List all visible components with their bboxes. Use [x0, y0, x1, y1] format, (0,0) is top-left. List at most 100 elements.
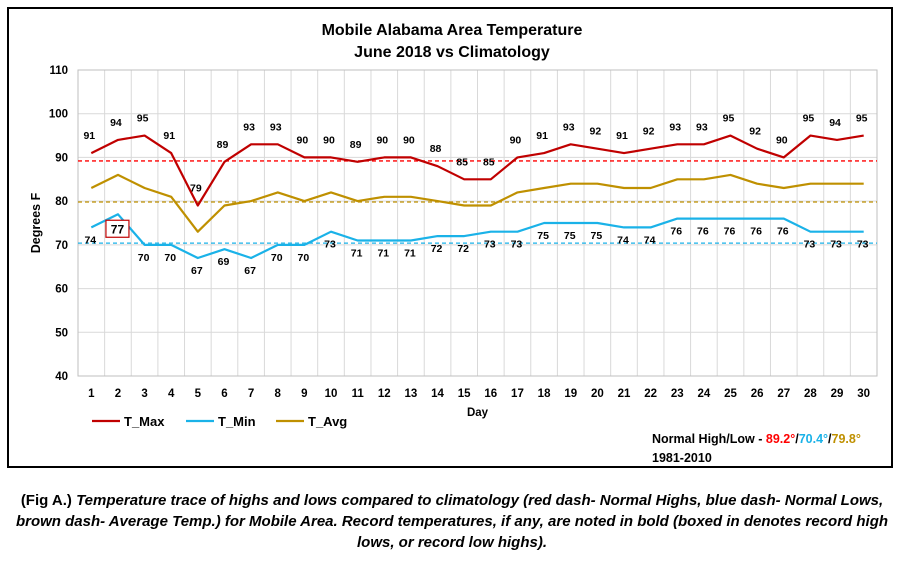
y-tick-label: 110 — [49, 65, 68, 77]
data-label: 91 — [83, 130, 95, 142]
y-tick-label: 40 — [55, 371, 68, 383]
x-tick-label: 10 — [325, 388, 338, 400]
data-label: 90 — [376, 134, 388, 146]
data-label: 79 — [190, 183, 202, 195]
normals-sep-1: / — [795, 432, 799, 446]
x-tick-label: 28 — [804, 388, 817, 400]
data-label: 70 — [271, 252, 283, 264]
figure-caption: (Fig A.) Temperature trace of highs and … — [0, 490, 904, 553]
data-label: 69 — [218, 256, 230, 268]
caption-body: Temperature trace of highs and lows comp… — [15, 492, 889, 551]
x-tick-label: 8 — [275, 388, 282, 400]
chart-title: Mobile Alabama Area Temperature — [321, 22, 583, 39]
data-label: 91 — [536, 130, 548, 142]
data-label: 67 — [191, 265, 203, 277]
data-label: 73 — [324, 239, 336, 251]
normals-period: 1981-2010 — [652, 451, 712, 465]
data-label: 95 — [856, 113, 868, 125]
data-label: 74 — [644, 234, 656, 246]
data-label: 91 — [616, 130, 628, 142]
normal-low-value: 70.4° — [798, 432, 829, 446]
x-tick-label: 22 — [644, 388, 657, 400]
data-label: 76 — [697, 226, 709, 238]
data-label: 75 — [564, 230, 576, 242]
x-tick-label: 5 — [195, 388, 202, 400]
y-axis-title: Degrees F — [29, 192, 43, 253]
data-label: 89 — [217, 139, 229, 151]
data-label: 95 — [803, 113, 815, 125]
data-label: 92 — [590, 126, 602, 138]
data-label: 75 — [537, 230, 549, 242]
data-label: 90 — [323, 134, 335, 146]
data-label: 71 — [377, 247, 389, 259]
x-tick-label: 15 — [458, 388, 471, 400]
data-label: 72 — [457, 243, 469, 255]
data-label: 73 — [830, 239, 842, 251]
data-label: 93 — [563, 121, 575, 133]
record-box — [105, 219, 130, 238]
series-line — [90, 134, 864, 207]
data-label: 70 — [138, 252, 150, 264]
data-label: 72 — [431, 243, 443, 255]
x-tick-label: 21 — [618, 388, 631, 400]
chart-frame — [7, 7, 893, 468]
x-tick-label: 26 — [751, 388, 764, 400]
data-label: 73 — [804, 239, 816, 251]
y-tick-label: 60 — [55, 284, 68, 296]
x-tick-label: 17 — [511, 388, 524, 400]
data-label: 92 — [643, 126, 655, 138]
x-tick-label: 7 — [248, 388, 254, 400]
data-label: 74 — [617, 234, 629, 246]
plot-area — [77, 69, 878, 377]
data-label: 76 — [670, 226, 682, 238]
data-label: 95 — [137, 113, 149, 125]
data-label: 67 — [244, 265, 256, 277]
chart-subtitle: June 2018 vs Climatology — [354, 44, 550, 61]
data-label: 71 — [351, 247, 363, 259]
x-tick-label: 16 — [484, 388, 497, 400]
data-label: 95 — [723, 113, 735, 125]
normals-text: Normal High/Low - 89.2°/70.4°/79.8° — [652, 432, 861, 446]
x-tick-label: 27 — [777, 388, 790, 400]
x-tick-label: 18 — [538, 388, 551, 400]
x-tick-label: 24 — [697, 388, 710, 400]
x-tick-label: 19 — [564, 388, 577, 400]
data-label: 90 — [776, 134, 788, 146]
data-label: 92 — [749, 126, 761, 138]
data-label: 75 — [591, 230, 603, 242]
normals-sep-2: / — [828, 432, 832, 446]
data-label: 85 — [483, 156, 495, 168]
y-tick-label: 100 — [49, 109, 68, 121]
y-tick-label: 80 — [55, 196, 68, 208]
series-line — [90, 173, 864, 233]
normal-avg-value: 79.8° — [831, 432, 861, 446]
y-tick-label: 70 — [55, 240, 68, 252]
x-tick-label: 12 — [378, 388, 391, 400]
data-label: 90 — [297, 134, 309, 146]
legend-label: T_Max — [124, 414, 165, 429]
x-tick-label: 9 — [301, 388, 307, 400]
data-label: 93 — [270, 121, 282, 133]
data-label: 70 — [164, 252, 176, 264]
normals-prefix: Normal High/Low - — [652, 432, 766, 446]
x-tick-label: 25 — [724, 388, 737, 400]
x-tick-label: 29 — [831, 388, 844, 400]
data-label: 93 — [243, 121, 255, 133]
x-tick-label: 23 — [671, 388, 684, 400]
data-label: 94 — [829, 117, 841, 129]
y-tick-label: 90 — [55, 152, 68, 164]
normal-high-value: 89.2° — [765, 432, 796, 446]
data-label: 88 — [430, 143, 442, 155]
legend-label: T_Min — [218, 414, 256, 429]
data-label: 73 — [857, 239, 869, 251]
x-tick-label: 11 — [352, 388, 365, 400]
x-tick-label: 13 — [405, 388, 418, 400]
data-label: 76 — [724, 226, 736, 238]
legend-label: T_Avg — [308, 414, 347, 429]
series-line — [90, 213, 864, 260]
x-tick-label: 2 — [115, 388, 121, 400]
data-label: 73 — [484, 239, 496, 251]
data-label: 89 — [350, 139, 362, 151]
data-label: 85 — [456, 156, 468, 168]
